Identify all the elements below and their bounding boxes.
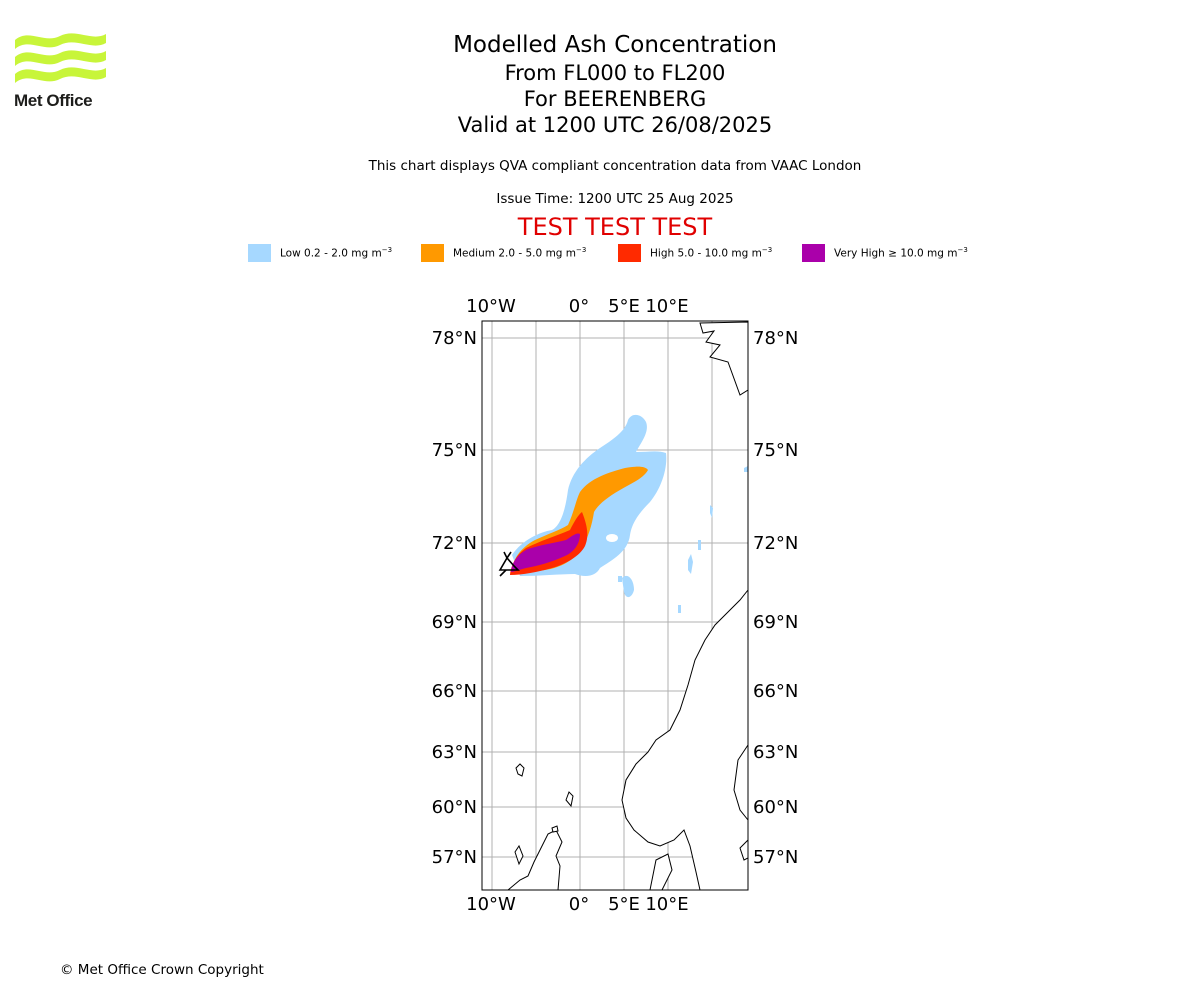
lat-label-left-75n: 75°N [432, 440, 477, 461]
issue-time: Issue Time: 1200 UTC 25 Aug 2025 [496, 191, 734, 207]
hebrides-coastline [514, 844, 524, 866]
ash-very-high-area [511, 533, 580, 572]
lon-label-bottom-0: 0° [569, 894, 589, 915]
lon-label-bottom-10w: 10°W [466, 894, 516, 915]
legend-swatch-medium [421, 244, 444, 262]
legend-exp-high: −3 [761, 246, 773, 254]
legend-name-high: High [650, 247, 675, 260]
flight-level-range: From FL000 to FL200 [504, 61, 726, 85]
lon-label-top-10w: 10°W [466, 296, 516, 317]
logo-text: Met Office [14, 91, 93, 110]
met-office-waves-icon [15, 33, 106, 83]
legend-name-low: Low [280, 247, 301, 260]
legend-swatch-low [248, 244, 271, 262]
lon-label-top-10e: 10°E [645, 296, 688, 317]
lon-label-top-5e: 5°E [608, 296, 640, 317]
legend-exp-medium: −3 [576, 246, 587, 254]
legend-unit-low: mg m [351, 247, 382, 260]
legend-unit-high: mg m [731, 247, 762, 260]
lat-label-right-63n: 63°N [753, 742, 798, 763]
scotland-coastline [507, 829, 563, 890]
chart-titles: Modelled Ash Concentration From FL000 to… [315, 30, 915, 138]
legend-range-low: 0.2 - 2.0 [304, 247, 348, 260]
lon-label-bottom-10e: 10°E [645, 894, 688, 915]
legend-unit-medium: mg m [545, 247, 577, 260]
compliance-note: This chart displays QVA compliant concen… [368, 158, 862, 174]
finland-coastline [733, 744, 748, 821]
denmark-coastline [649, 853, 673, 890]
legend-exp-low: −3 [381, 246, 393, 254]
lat-label-left-66n: 66°N [432, 681, 477, 702]
lat-label-right-66n: 66°N [753, 681, 798, 702]
legend-range-medium: 2.0 - 5.0 [498, 247, 543, 260]
lon-label-top-0: 0° [569, 296, 589, 317]
legend-unit-very-high: mg m [927, 247, 958, 260]
test-banner: TEST TEST TEST [517, 213, 713, 241]
legend-name-medium: Medium [453, 247, 495, 260]
legend-exp-very-high: −3 [957, 246, 968, 254]
lat-label-left-72n: 72°N [432, 533, 477, 554]
lat-label-left-63n: 63°N [432, 742, 477, 763]
scandinavia-coastline [621, 589, 748, 890]
legend-range-very-high: ≥ 10.0 [888, 247, 924, 260]
orkney-coastline [551, 825, 559, 833]
estonia-coastline [739, 839, 748, 861]
lat-label-right-78n: 78°N [753, 328, 798, 349]
map-frame [481, 320, 749, 891]
svalbard-coastline [699, 321, 748, 396]
valid-time: Valid at 1200 UTC 26/08/2025 [457, 113, 773, 137]
volcano-icon [498, 551, 520, 577]
lat-label-left-69n: 69°N [432, 612, 477, 633]
coastlines [507, 321, 748, 890]
lat-label-left-78n: 78°N [432, 328, 477, 349]
lat-label-right-75n: 75°N [753, 440, 798, 461]
legend-range-high: 5.0 - 10.0 [677, 247, 729, 260]
shetland-coastline [565, 791, 574, 808]
lat-label-right-72n: 72°N [753, 533, 798, 554]
legend-name-very-high: Very High [834, 247, 885, 260]
copyright-notice: © Met Office Crown Copyright [60, 962, 264, 978]
chart-title: Modelled Ash Concentration [453, 32, 777, 58]
lat-label-right-57n: 57°N [753, 847, 798, 868]
lat-label-right-60n: 60°N [753, 797, 798, 818]
faroe-coastline [515, 763, 525, 777]
lat-label-left-60n: 60°N [432, 797, 477, 818]
met-office-logo: Met Office [14, 30, 108, 112]
lon-label-bottom-5e: 5°E [608, 894, 640, 915]
legend-swatch-very-high [802, 244, 825, 262]
volcano-name: For BEERENBERG [523, 87, 707, 111]
lat-label-left-57n: 57°N [432, 847, 477, 868]
lat-label-right-69n: 69°N [753, 612, 798, 633]
ash-low-area [512, 414, 748, 613]
legend-swatch-high [618, 244, 641, 262]
